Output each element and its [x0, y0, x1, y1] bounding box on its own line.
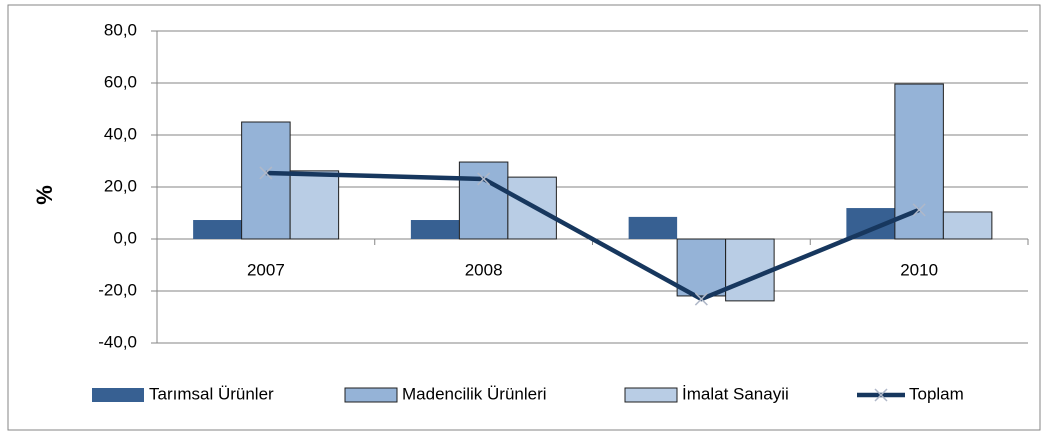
- y-tick-label: -20,0: [98, 280, 137, 299]
- legend-label: İmalat Sanayii: [682, 384, 789, 403]
- bar: [241, 121, 291, 240]
- bar: [410, 220, 460, 239]
- line-marker: [477, 172, 491, 186]
- bar: [289, 170, 340, 240]
- y-tick-label: 60,0: [104, 72, 137, 91]
- bar: [725, 238, 775, 302]
- legend-marker: [874, 388, 888, 402]
- y-tick-label: 80,0: [104, 20, 137, 39]
- bar: [458, 161, 509, 240]
- line-marker: [912, 203, 926, 217]
- bar: [942, 211, 993, 240]
- legend-label: Toplam: [909, 384, 964, 403]
- line-marker: [694, 292, 708, 306]
- legend-swatch: [624, 387, 678, 403]
- y-axis-label: %: [32, 185, 57, 205]
- x-tick-label: 2010: [900, 260, 938, 279]
- y-tick-label: 0,0: [113, 228, 137, 247]
- legend-swatch: [344, 387, 398, 403]
- line: [265, 170, 920, 302]
- bar: [894, 83, 944, 240]
- bar: [193, 220, 242, 239]
- y-tick-label: 40,0: [104, 124, 137, 143]
- legend-label: Madencilik Ürünleri: [402, 384, 547, 403]
- bar: [628, 216, 678, 239]
- y-tick-label: -40,0: [98, 332, 137, 351]
- legend-swatch: [92, 388, 144, 402]
- x-tick-label: 2007: [247, 260, 285, 279]
- line-marker: [259, 166, 273, 180]
- x-tick-label: 2008: [465, 260, 503, 279]
- y-tick-label: 20,0: [104, 176, 137, 195]
- legend-label: Tarımsal Ürünler: [149, 384, 274, 403]
